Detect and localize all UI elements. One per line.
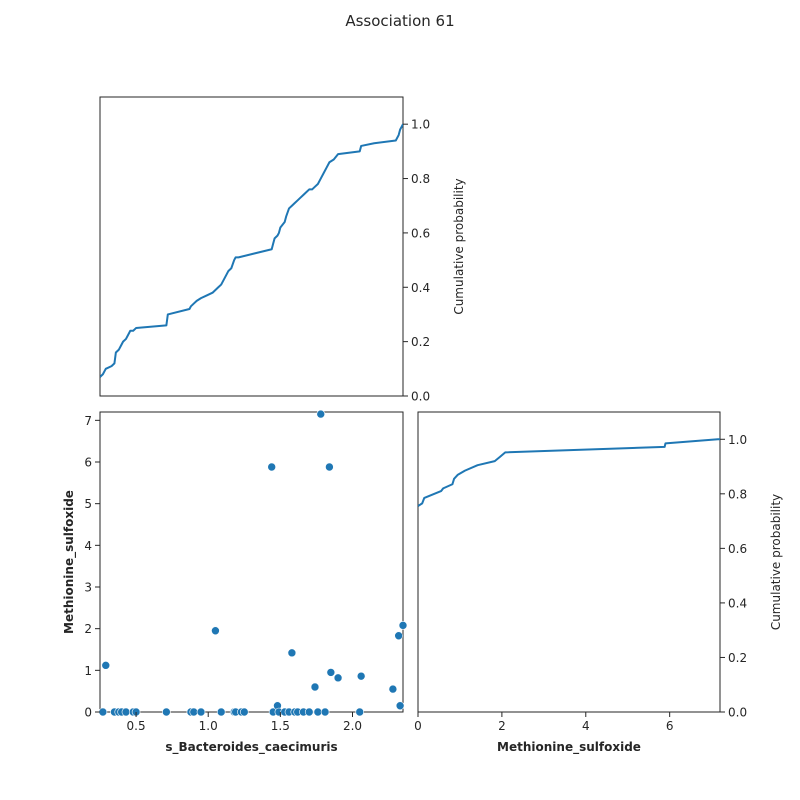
top-left-ytick-label-3: 0.6 bbox=[411, 226, 430, 240]
bottom-left-ytick-label-4: 4 bbox=[84, 539, 92, 553]
bottom-left-point-17 bbox=[239, 707, 249, 717]
bottom-left-ytick-label-3: 3 bbox=[84, 581, 92, 595]
figure-title: Association 61 bbox=[345, 12, 455, 30]
bottom-right-ecdf-line bbox=[418, 438, 720, 507]
bottom-right-ytick-label-4: 0.8 bbox=[728, 487, 747, 501]
bottom-right-ytick-label-5: 1.0 bbox=[728, 433, 747, 447]
bottom-left-point-5 bbox=[121, 707, 131, 717]
bottom-left-point-33 bbox=[325, 462, 334, 472]
bottom-left-axes-frame bbox=[99, 411, 404, 713]
top-left-ytick-label-0: 0.0 bbox=[411, 390, 430, 404]
bottom-left-point-34 bbox=[326, 668, 336, 677]
bottom-left-xtick-label-2: 1.5 bbox=[271, 719, 290, 733]
bottom-left-point-32 bbox=[320, 707, 330, 717]
bottom-left-xtick-label-1: 1.0 bbox=[199, 719, 218, 733]
bottom-right-ytick-label-0: 0.0 bbox=[728, 706, 747, 720]
bottom-left-point-31 bbox=[316, 409, 326, 419]
bottom-left-point-12 bbox=[211, 626, 220, 636]
bottom-right-xtick-label-0: 0 bbox=[414, 719, 422, 733]
bottom-left-ytick-label-1: 1 bbox=[84, 664, 92, 678]
bottom-left-ytick-label-2: 2 bbox=[84, 622, 92, 636]
bottom-left-ytick-label-6: 6 bbox=[84, 456, 92, 470]
bottom-left-point-37 bbox=[356, 671, 366, 681]
bottom-left-point-40 bbox=[395, 701, 405, 711]
bottom-left-ytick-label-5: 5 bbox=[84, 497, 92, 511]
bottom-left-point-36 bbox=[355, 707, 365, 717]
bottom-right-ytick-label-3: 0.6 bbox=[728, 542, 747, 556]
bottom-left-point-13 bbox=[216, 707, 226, 717]
top-left-ecdf-line bbox=[100, 123, 403, 378]
top-left-axes-frame bbox=[99, 96, 404, 397]
bottom-left-point-38 bbox=[388, 684, 398, 694]
top-left-ylabel: Cumulative probability bbox=[452, 178, 466, 314]
top-left-ytick-label-4: 0.8 bbox=[411, 172, 430, 186]
bottom-left-ylabel: Methionine_sulfoxide bbox=[62, 490, 77, 634]
bottom-left-ytick-label-0: 0 bbox=[84, 706, 92, 720]
bottom-right-xlabel: Methionine_sulfoxide bbox=[497, 740, 641, 755]
bottom-right-xtick-label-2: 4 bbox=[582, 719, 590, 733]
bottom-left-point-39 bbox=[394, 631, 403, 641]
top-left-ytick-label-2: 0.4 bbox=[411, 281, 430, 295]
bottom-right-ytick-label-1: 0.2 bbox=[728, 651, 747, 665]
bottom-left-point-0 bbox=[98, 707, 108, 717]
bottom-right-ylabel: Cumulative probability bbox=[769, 494, 783, 630]
bottom-left-point-10 bbox=[189, 707, 199, 717]
top-left-ytick-label-5: 1.0 bbox=[411, 118, 430, 132]
top-left-ytick-label-1: 0.2 bbox=[411, 335, 430, 349]
bottom-right-ytick-label-2: 0.4 bbox=[728, 596, 747, 610]
bottom-left-point-11 bbox=[196, 707, 206, 717]
bottom-left-point-30 bbox=[313, 707, 323, 717]
bottom-right-xtick-label-3: 6 bbox=[666, 719, 674, 733]
bottom-left-point-24 bbox=[287, 648, 297, 658]
bottom-right-axes-frame bbox=[417, 411, 721, 713]
bottom-left-point-18 bbox=[267, 462, 277, 472]
bottom-left-point-1 bbox=[101, 661, 111, 670]
bottom-left-point-28 bbox=[304, 707, 314, 717]
bottom-left-point-35 bbox=[333, 673, 343, 683]
bottom-left-point-29 bbox=[310, 682, 320, 692]
bottom-left-point-41 bbox=[398, 621, 408, 630]
bottom-left-ytick-label-7: 7 bbox=[84, 414, 92, 428]
bottom-left-xlabel: s_Bacteroides_caecimuris bbox=[165, 740, 337, 755]
bottom-left-point-8 bbox=[162, 707, 171, 717]
bottom-right-xtick-label-1: 2 bbox=[498, 719, 506, 733]
bottom-left-xtick-label-3: 2.0 bbox=[343, 719, 362, 733]
bottom-left-xtick-label-0: 0.5 bbox=[127, 719, 146, 733]
